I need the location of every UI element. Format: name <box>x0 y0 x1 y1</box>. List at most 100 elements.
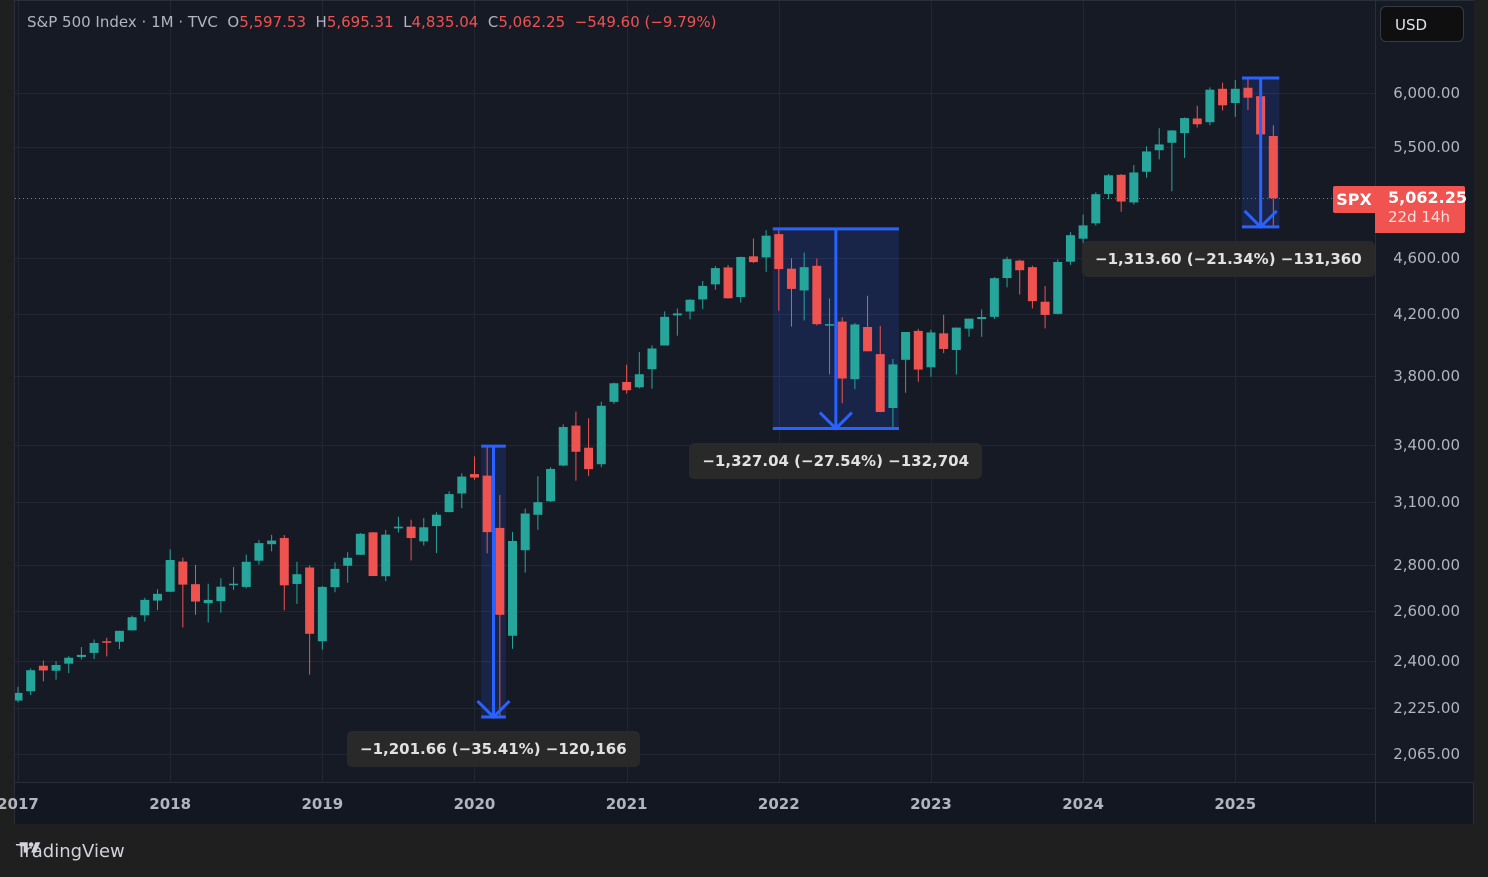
candle-up <box>761 235 771 258</box>
arrow-down-icon <box>818 411 853 431</box>
candle-up <box>317 586 327 642</box>
candle-up <box>825 324 835 326</box>
candle-up <box>165 560 175 592</box>
candle-up <box>64 657 74 664</box>
candle-up <box>1205 89 1215 123</box>
candle-up <box>1142 151 1152 172</box>
candle-up <box>254 543 264 561</box>
candle-down <box>748 256 758 263</box>
candle-up <box>127 617 137 631</box>
candle-up <box>241 561 251 587</box>
candle-up <box>444 494 454 513</box>
candle-down <box>1116 174 1126 202</box>
chart-frame: S&P 500 Index · 1M · TVC O5,597.53 H5,69… <box>0 0 1474 824</box>
candle-down <box>495 527 505 615</box>
price-tick-label: 5,500.00 <box>1393 137 1460 156</box>
candle-down <box>786 268 796 289</box>
candle-up <box>546 468 556 502</box>
low-label: L <box>403 13 412 31</box>
candle-up <box>1053 261 1063 314</box>
candle-down <box>1243 87 1253 98</box>
close-value: 5,062.25 <box>498 13 566 31</box>
candle-up <box>1154 144 1164 151</box>
candle-up <box>964 318 974 329</box>
price-tick-label: 4,200.00 <box>1393 305 1460 324</box>
candle-down <box>875 354 885 412</box>
tradingview-branding[interactable]: TradingView <box>16 840 125 862</box>
change-value: −549.60 (−9.79%) <box>574 13 717 31</box>
candle-down <box>1218 88 1228 106</box>
candle-up <box>292 574 302 584</box>
candle-up <box>203 599 213 604</box>
candle-down <box>406 526 416 539</box>
ticker-price-tag: SPX <box>1333 186 1375 213</box>
candle-down <box>622 381 632 391</box>
candle-up <box>710 268 720 285</box>
candle-up <box>51 664 61 671</box>
price-tick-label: 3,100.00 <box>1393 493 1460 512</box>
measurement-label: −1,327.04 (−27.54%) −132,704 <box>689 442 983 479</box>
candle-up <box>596 405 606 465</box>
last-price-value: 5,062.25 <box>1388 188 1467 207</box>
candle-up <box>431 514 441 527</box>
candle-up <box>15 692 23 701</box>
exchange: TVC <box>187 13 218 31</box>
price-tick-label: 2,800.00 <box>1393 556 1460 575</box>
candle-up <box>89 643 99 653</box>
candle-down <box>469 474 479 478</box>
price-axis[interactable]: 6,000.00 5,500.00 4,600.00 4,200.00 3,800.00… <box>1375 1 1474 782</box>
candle-down <box>837 321 847 379</box>
chart-plot-area[interactable]: S&P 500 Index · 1M · TVC O5,597.53 H5,69… <box>15 1 1375 782</box>
legend-separator: · <box>141 13 147 31</box>
candle-up <box>152 593 162 601</box>
candle-up <box>76 654 86 657</box>
price-tick-label: 2,225.00 <box>1393 698 1460 717</box>
candle-down <box>863 327 873 352</box>
candle-up <box>1167 130 1177 143</box>
candle-down <box>279 538 289 586</box>
candle-up <box>1065 235 1075 262</box>
candle-up <box>901 331 911 360</box>
last-price-label: 5,062.25 22d 14h <box>1375 186 1467 233</box>
candle-up <box>114 630 124 642</box>
measurement-label: −1,201.66 (−35.41%) −120,166 <box>347 731 640 768</box>
candle-up <box>989 278 999 317</box>
time-tick-label: 2020 <box>453 795 496 813</box>
candle-up <box>736 256 746 298</box>
open-value: 5,597.53 <box>239 13 306 31</box>
candle-down <box>1015 260 1025 271</box>
candle-up <box>140 599 150 616</box>
price-tick-label: 2,400.00 <box>1393 651 1460 670</box>
candle-up <box>26 670 36 692</box>
candle-up <box>1230 88 1240 103</box>
time-axis[interactable]: 2017 2018 2019 2020 2021 2022 2023 2024 2025 <box>0 782 1473 824</box>
candlestick-chart[interactable] <box>15 1 1375 782</box>
candle-up <box>355 533 365 555</box>
bar-countdown: 22d 14h <box>1388 208 1450 226</box>
candle-up <box>216 586 226 602</box>
brand-name: TradingView <box>16 840 125 862</box>
candle-up <box>229 583 239 586</box>
candle-up <box>1002 259 1012 279</box>
candle-down <box>1027 267 1037 302</box>
high-label: H <box>315 13 327 31</box>
low-value: 4,835.04 <box>411 13 479 31</box>
time-tick-label: 2019 <box>301 795 344 813</box>
candle-down <box>723 267 733 299</box>
candle-up <box>685 299 695 312</box>
candle-up <box>926 332 936 368</box>
candle-down <box>102 641 112 643</box>
candle-up <box>343 557 353 566</box>
price-tick-label: 2,065.00 <box>1393 744 1460 763</box>
candle-down <box>774 234 784 270</box>
currency-button[interactable]: USD <box>1380 6 1464 42</box>
symbol-name[interactable]: S&P 500 Index <box>27 13 137 31</box>
candle-up <box>977 316 987 320</box>
time-tick-label: 2023 <box>910 795 952 813</box>
candle-up <box>330 568 340 588</box>
legend-separator: · <box>178 13 184 31</box>
axis-corner <box>1375 782 1474 823</box>
candle-down <box>1268 136 1278 199</box>
candle-up <box>508 540 518 636</box>
candle-up <box>381 534 391 577</box>
